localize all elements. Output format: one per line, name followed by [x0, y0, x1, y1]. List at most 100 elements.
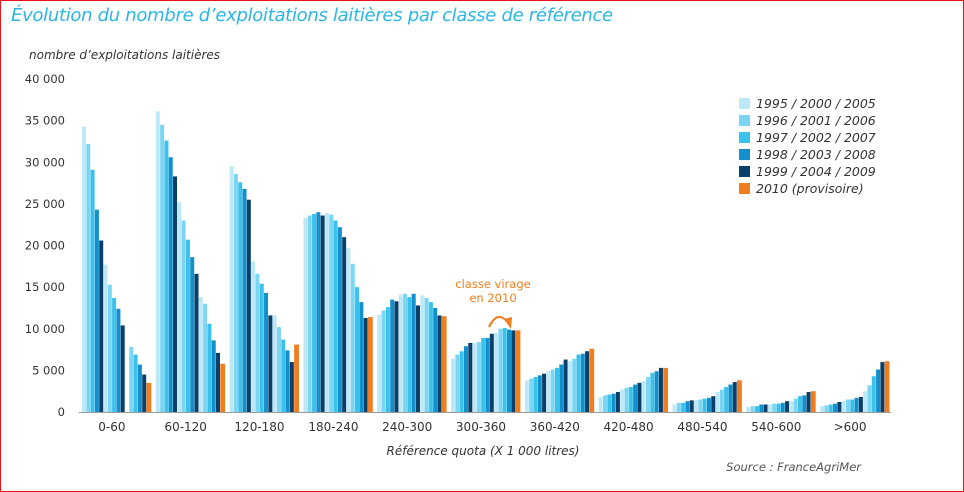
bar — [428, 302, 433, 412]
bar — [307, 215, 312, 412]
bar — [754, 406, 759, 412]
bar — [233, 173, 238, 412]
bar — [190, 257, 195, 412]
bar — [780, 402, 785, 412]
bar — [198, 297, 203, 412]
bar — [133, 354, 138, 412]
bar — [242, 188, 247, 412]
bar — [555, 367, 560, 412]
x-tick-label: >600 — [834, 420, 867, 434]
bar — [767, 404, 772, 412]
bar — [420, 295, 425, 412]
bar — [854, 397, 859, 412]
bar — [724, 387, 729, 412]
bar — [658, 367, 663, 412]
bar — [281, 339, 286, 412]
bar — [289, 362, 294, 412]
bar — [524, 380, 529, 412]
bar-2010 — [294, 344, 299, 412]
bar — [468, 342, 473, 412]
bar — [451, 358, 456, 412]
bar — [185, 239, 190, 412]
bar — [203, 303, 208, 412]
bar — [459, 351, 464, 412]
legend-swatch — [739, 183, 750, 194]
bar — [129, 347, 134, 412]
x-tick-label: 180-240 — [308, 420, 358, 434]
bar — [698, 399, 703, 412]
bar — [559, 364, 564, 412]
bar — [576, 354, 581, 412]
bar — [407, 297, 412, 412]
bar — [841, 401, 846, 412]
bar — [867, 385, 872, 412]
bar — [533, 377, 538, 412]
y-tick-label: 10 000 — [25, 322, 65, 336]
bar — [537, 375, 542, 412]
legend-label: 1995 / 2000 / 2005 — [756, 96, 876, 111]
bar — [86, 143, 91, 412]
bar — [711, 396, 716, 412]
bar — [312, 213, 317, 412]
bar — [676, 402, 681, 412]
legend-swatch — [739, 166, 750, 177]
bar — [316, 212, 321, 412]
bar — [694, 400, 699, 412]
legend-swatch — [739, 98, 750, 109]
bar — [424, 297, 429, 412]
bar — [99, 240, 104, 412]
bar — [485, 337, 490, 412]
bar — [759, 404, 764, 412]
bar — [689, 400, 694, 412]
bar — [403, 293, 408, 412]
bar — [433, 307, 438, 412]
bar — [476, 342, 481, 412]
bar — [797, 396, 802, 412]
bar — [719, 389, 724, 412]
bar — [637, 382, 642, 412]
bar — [216, 352, 221, 412]
legend-swatch — [739, 115, 750, 126]
bar — [746, 407, 751, 412]
bar — [850, 399, 855, 412]
bar — [264, 292, 269, 412]
y-tick-label: 15 000 — [25, 280, 65, 294]
bar — [229, 166, 234, 412]
legend-label: 1999 / 2004 / 2009 — [756, 164, 876, 179]
bar — [337, 227, 342, 412]
bar — [394, 301, 399, 412]
bar — [763, 404, 768, 412]
x-tick-label: 480-540 — [677, 420, 727, 434]
bar — [607, 394, 612, 412]
bar — [363, 317, 368, 412]
bar — [715, 392, 720, 412]
bar — [238, 182, 243, 412]
bar — [506, 329, 511, 412]
chart-title: Évolution du nombre d’exploitations lait… — [11, 5, 613, 26]
annotation-text: classe virage — [455, 277, 530, 291]
bar — [194, 273, 199, 412]
bar — [550, 369, 555, 412]
bar — [472, 342, 477, 412]
bar — [207, 323, 212, 412]
bar — [381, 310, 386, 412]
bar — [837, 402, 842, 412]
bar — [276, 327, 281, 412]
x-tick-label: 0-60 — [98, 420, 125, 434]
x-tick-label: 60-120 — [164, 420, 207, 434]
y-tick-label: 35 000 — [25, 114, 65, 128]
legend-label: 1997 / 2002 / 2007 — [756, 130, 876, 145]
bar — [529, 378, 534, 412]
bar — [828, 404, 833, 412]
bar — [611, 393, 616, 412]
bar — [702, 398, 707, 412]
bar — [615, 392, 620, 412]
bar — [833, 403, 838, 412]
bar — [320, 215, 325, 412]
bar — [641, 381, 646, 412]
y-axis-label: nombre d’exploitations laitières — [29, 48, 220, 62]
bar — [732, 382, 737, 412]
bar — [572, 358, 577, 412]
